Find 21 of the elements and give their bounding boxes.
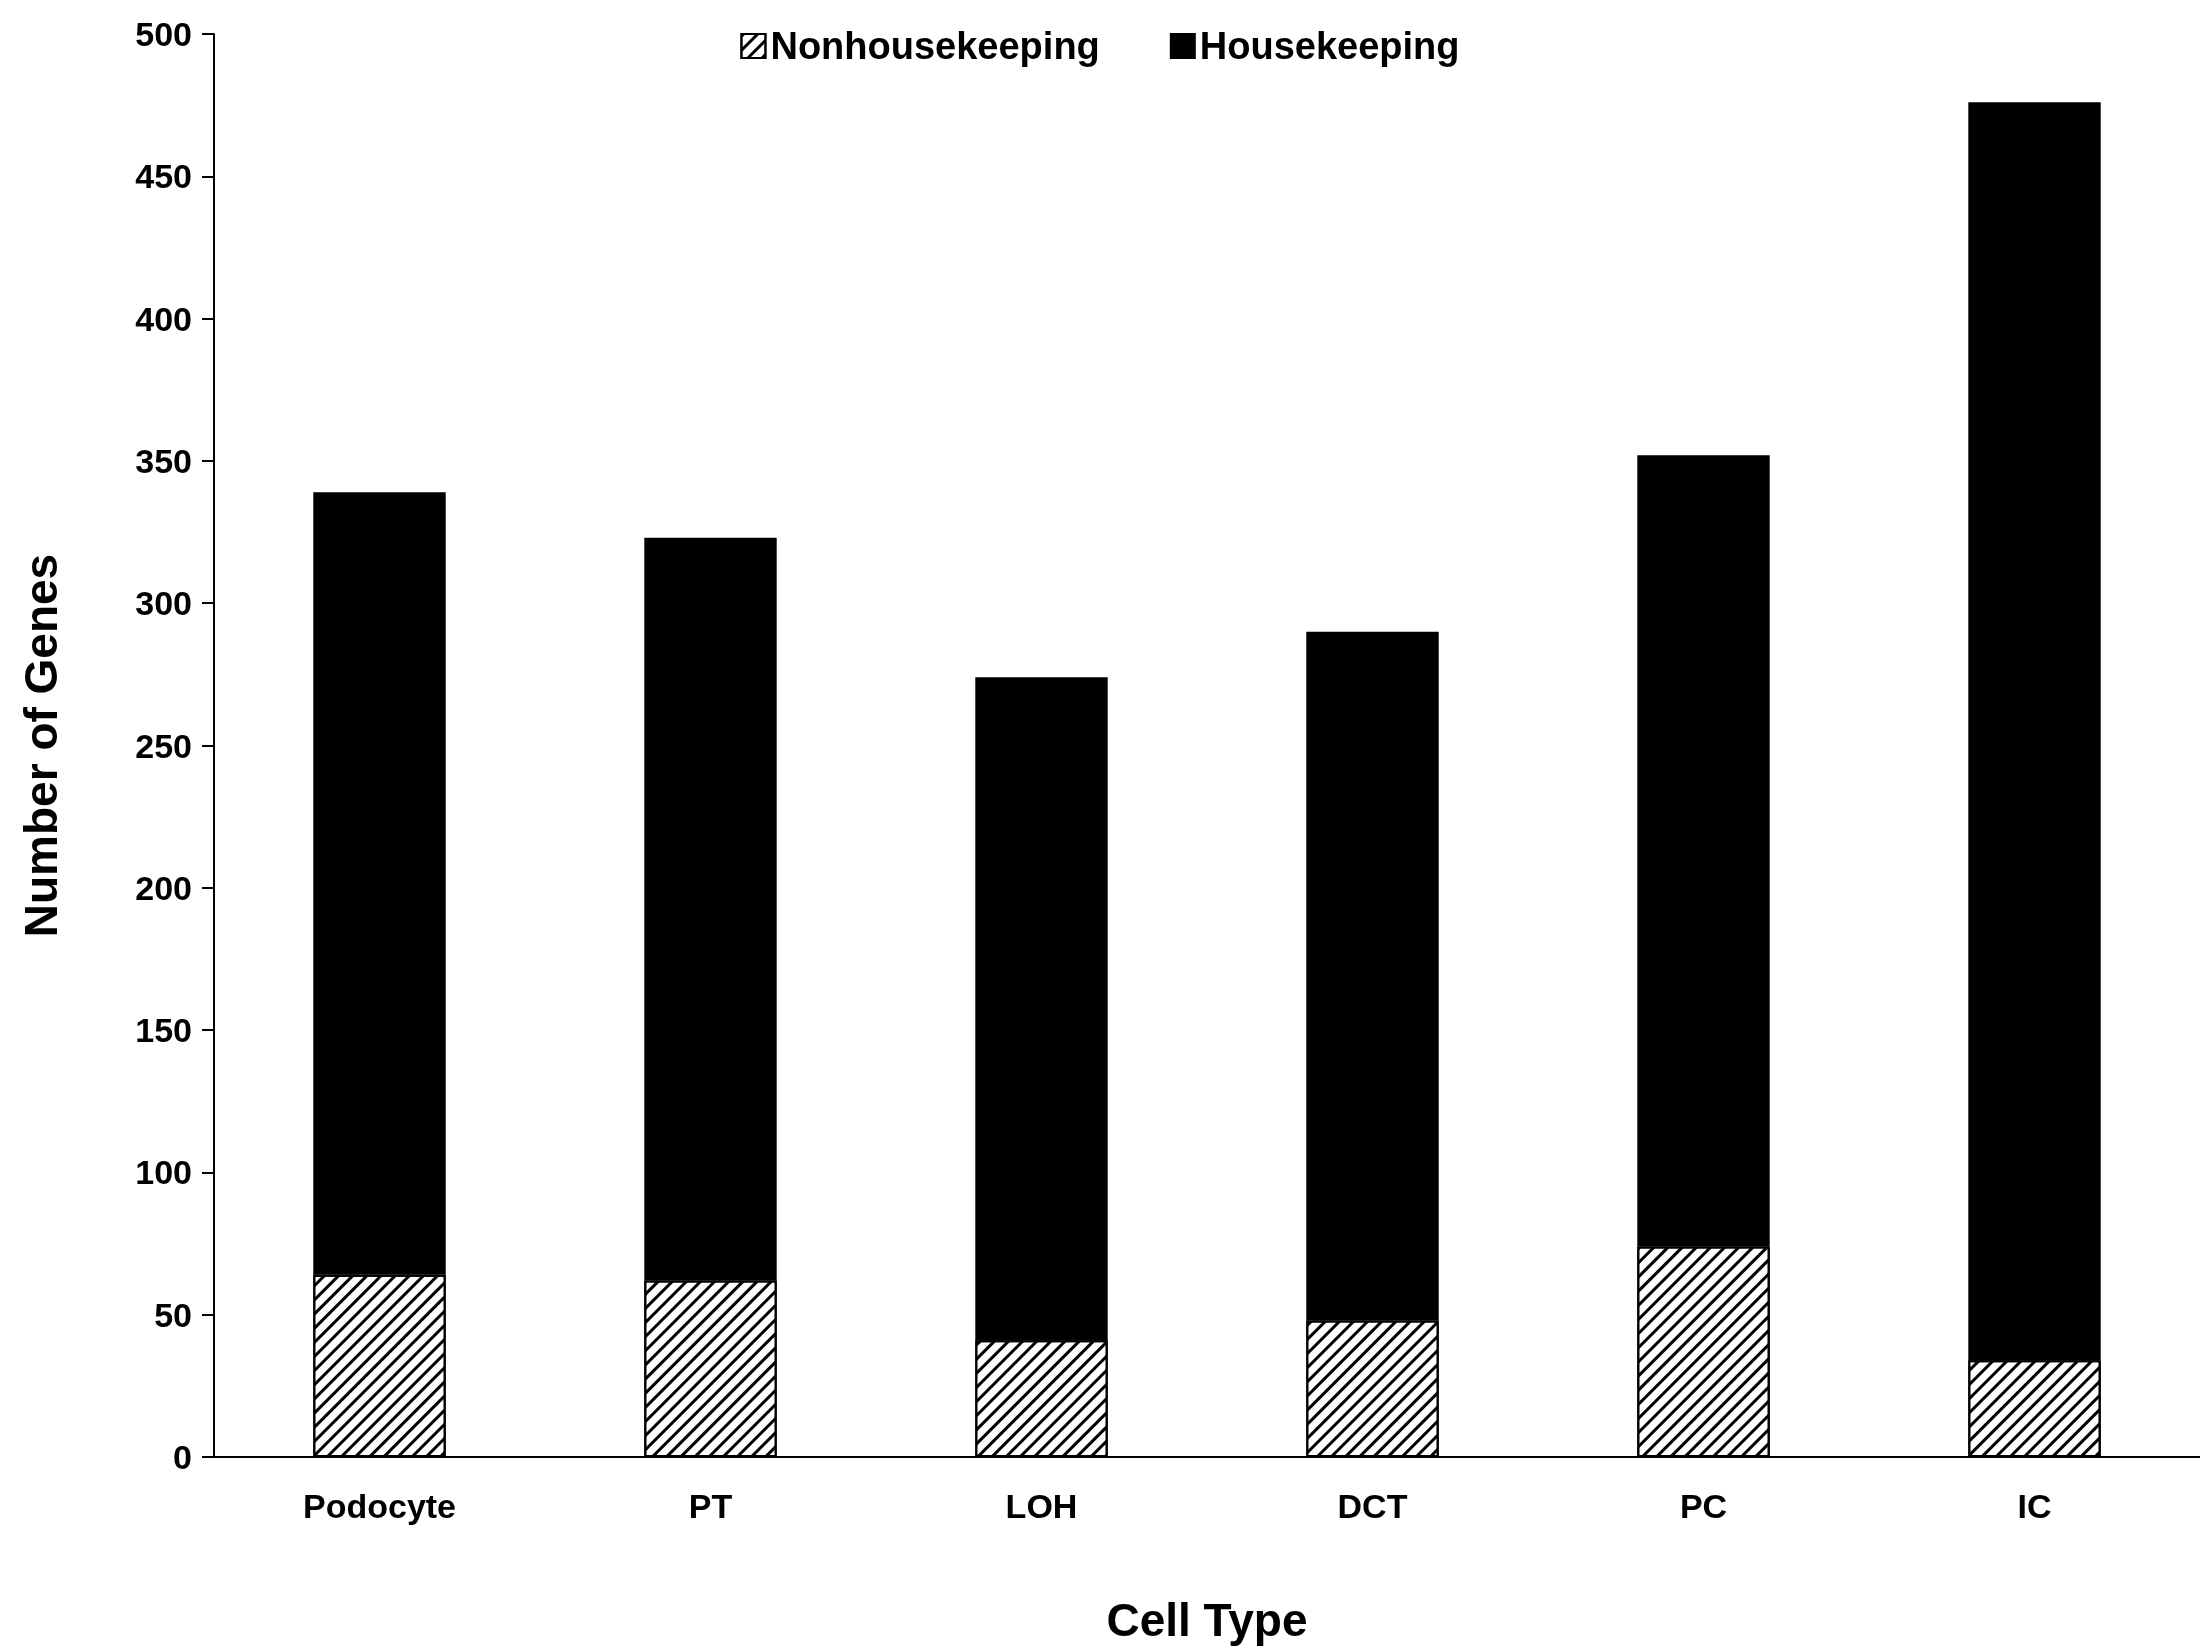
legend-label: Housekeeping: [1199, 25, 1460, 67]
y-axis-title: Number of Genes: [15, 553, 67, 938]
y-tick-label: 100: [135, 1153, 192, 1192]
x-tick-label: PC: [1679, 1487, 1728, 1525]
y-tick-label: 400: [135, 299, 192, 338]
x-tick-label: IC: [2017, 1487, 2052, 1525]
y-tick-label: 500: [135, 15, 192, 53]
x-tick-label: PT: [688, 1487, 733, 1525]
y-tick-label: 300: [135, 584, 192, 623]
y-tick-label: 350: [135, 441, 192, 480]
x-tick-label: Podocyte: [302, 1487, 457, 1525]
x-axis-title: Cell Type: [1106, 1594, 1308, 1646]
y-tick-label: 200: [135, 868, 192, 907]
y-tick-label: 250: [135, 726, 192, 765]
legend-label: Nonhousekeeping: [770, 25, 1100, 67]
x-tick-label: DCT: [1337, 1487, 1408, 1525]
y-tick-label: 150: [135, 1011, 192, 1050]
y-tick-label: 450: [135, 157, 192, 196]
y-tick-label: 50: [154, 1295, 192, 1334]
x-tick-label: LOH: [1005, 1487, 1078, 1525]
y-tick-label: 0: [173, 1438, 192, 1476]
